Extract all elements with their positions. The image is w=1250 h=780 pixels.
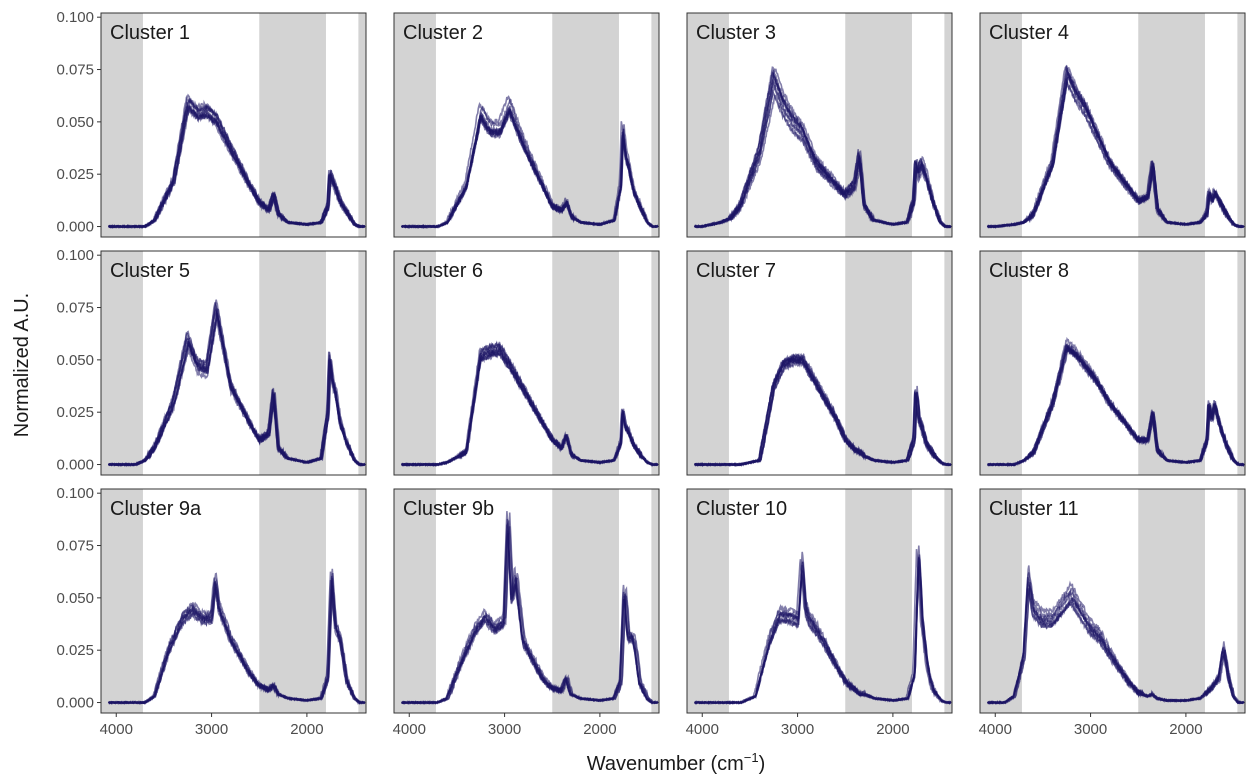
y-tick-label: 0.025 bbox=[56, 642, 94, 659]
x-axis-title-close: ) bbox=[759, 753, 766, 775]
shaded-region bbox=[687, 489, 729, 713]
panel: Cluster 11 bbox=[980, 489, 1245, 713]
panel-title: Cluster 7 bbox=[696, 260, 776, 282]
shaded-region bbox=[358, 489, 366, 713]
x-axis-title: Wavenumber (cm−1) bbox=[587, 750, 766, 775]
y-tick-label: 0.025 bbox=[56, 166, 94, 183]
y-tick-label: 0.050 bbox=[56, 590, 94, 607]
shaded-region bbox=[845, 489, 912, 713]
panel: Cluster 9b bbox=[394, 489, 659, 713]
x-tick-label: 4000 bbox=[686, 721, 719, 738]
panel-title: Cluster 1 bbox=[110, 22, 190, 44]
shaded-region bbox=[651, 489, 659, 713]
x-tick-label: 4000 bbox=[393, 721, 426, 738]
shaded-region bbox=[944, 489, 952, 713]
panel: Cluster 8 bbox=[980, 251, 1245, 475]
y-tick-label: 0.050 bbox=[56, 114, 94, 131]
panel: Cluster 5 bbox=[101, 251, 366, 475]
panel-title: Cluster 9a bbox=[110, 498, 202, 520]
panel-grid: Cluster 1 Cluster 2 Cluster 3 Cluster 4 Clus… bbox=[101, 13, 1245, 713]
shaded-region bbox=[980, 13, 1022, 237]
x-tick-label: 4000 bbox=[100, 721, 133, 738]
x-tick-label: 2000 bbox=[290, 721, 323, 738]
y-tick-label: 0.075 bbox=[56, 538, 94, 555]
panel: Cluster 1 bbox=[101, 13, 366, 237]
shaded-region bbox=[845, 251, 912, 475]
shaded-region bbox=[1237, 489, 1245, 713]
panel-title: Cluster 8 bbox=[989, 260, 1069, 282]
panel: Cluster 9a bbox=[101, 489, 366, 713]
y-tick-label: 0.000 bbox=[56, 695, 94, 712]
shaded-region bbox=[394, 13, 436, 237]
x-tick-label: 3000 bbox=[781, 721, 814, 738]
panel: Cluster 2 bbox=[394, 13, 659, 237]
panel-title: Cluster 5 bbox=[110, 260, 190, 282]
shaded-region bbox=[687, 13, 729, 237]
shaded-region bbox=[651, 13, 659, 237]
shaded-region bbox=[358, 251, 366, 475]
y-tick-label: 0.100 bbox=[56, 247, 94, 264]
panel: Cluster 10 bbox=[687, 489, 952, 713]
panel: Cluster 4 bbox=[980, 13, 1245, 237]
shaded-region bbox=[394, 489, 436, 713]
panel-title: Cluster 10 bbox=[696, 498, 787, 520]
x-axis-title-superscript: −1 bbox=[744, 750, 759, 765]
shaded-region bbox=[358, 13, 366, 237]
y-tick-label: 0.050 bbox=[56, 352, 94, 369]
shaded-region bbox=[1138, 13, 1205, 237]
shaded-region bbox=[845, 13, 912, 237]
panel-title: Cluster 11 bbox=[989, 498, 1079, 520]
shaded-region bbox=[944, 13, 952, 237]
panel-title: Cluster 9b bbox=[403, 498, 494, 520]
y-tick-label: 0.075 bbox=[56, 300, 94, 317]
x-axis-title-main: Wavenumber (cm bbox=[587, 753, 744, 775]
x-tick-label: 3000 bbox=[195, 721, 228, 738]
x-axis: 4000 3000 2000 4000 3000 2000 4000 3000 2000 4000… bbox=[100, 713, 1203, 738]
panel-title: Cluster 6 bbox=[403, 260, 483, 282]
y-axis-title: Normalized A.U. bbox=[11, 293, 33, 438]
panel: Cluster 6 bbox=[394, 251, 659, 475]
y-tick-label: 0.000 bbox=[56, 219, 94, 236]
shaded-region bbox=[259, 251, 326, 475]
shaded-region bbox=[101, 13, 143, 237]
panel-title: Cluster 3 bbox=[696, 22, 776, 44]
y-tick-label: 0.075 bbox=[56, 62, 94, 79]
panel: Cluster 7 bbox=[687, 251, 952, 475]
x-tick-label: 4000 bbox=[979, 721, 1012, 738]
shaded-region bbox=[101, 489, 143, 713]
y-tick-label: 0.025 bbox=[56, 404, 94, 421]
y-tick-label: 0.100 bbox=[56, 9, 94, 26]
shaded-region bbox=[394, 251, 436, 475]
panel: Cluster 3 bbox=[687, 13, 952, 237]
panel-title: Cluster 4 bbox=[989, 22, 1069, 44]
shaded-region bbox=[944, 251, 952, 475]
shaded-region bbox=[651, 251, 659, 475]
x-tick-label: 2000 bbox=[876, 721, 909, 738]
x-tick-label: 3000 bbox=[488, 721, 521, 738]
shaded-region bbox=[552, 489, 619, 713]
y-axis: 0.000 0.025 0.050 0.075 0.100 0.000 0.025 0.050… bbox=[56, 9, 101, 711]
shaded-region bbox=[1237, 13, 1245, 237]
shaded-region bbox=[259, 489, 326, 713]
y-tick-label: 0.000 bbox=[56, 457, 94, 474]
x-tick-label: 3000 bbox=[1074, 721, 1107, 738]
x-tick-label: 2000 bbox=[1169, 721, 1202, 738]
panel-title: Cluster 2 bbox=[403, 22, 483, 44]
y-tick-label: 0.100 bbox=[56, 485, 94, 502]
shaded-region bbox=[980, 489, 1022, 713]
x-tick-label: 2000 bbox=[583, 721, 616, 738]
shaded-region bbox=[101, 251, 143, 475]
shaded-region bbox=[1138, 489, 1205, 713]
shaded-region bbox=[1237, 251, 1245, 475]
shaded-region bbox=[687, 251, 729, 475]
shaded-region bbox=[980, 251, 1022, 475]
